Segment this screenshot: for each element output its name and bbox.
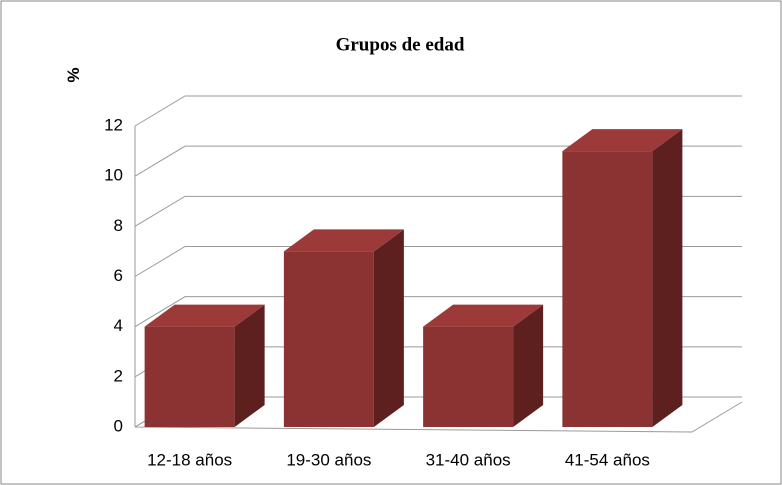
bar-top xyxy=(562,129,683,152)
bar-front xyxy=(283,251,374,427)
x-tick-label: 31-40 años xyxy=(426,450,511,469)
bar-top xyxy=(144,304,265,327)
y-tick-label: 6 xyxy=(114,266,123,285)
bar-side xyxy=(513,304,544,427)
y-tick-label: 2 xyxy=(114,366,123,385)
x-tick-label: 41-54 años xyxy=(565,450,650,469)
x-tick-label: 19-30 años xyxy=(286,450,371,469)
bar-side xyxy=(373,229,404,427)
y-axis-label: % xyxy=(64,67,83,82)
bar xyxy=(283,229,404,427)
grid-line xyxy=(134,95,742,127)
bar-front xyxy=(562,151,653,428)
y-tick-label: 8 xyxy=(114,216,123,235)
grid-line xyxy=(134,246,742,277)
bar xyxy=(562,129,683,428)
y-tick-label: 4 xyxy=(114,316,123,335)
grid-line xyxy=(134,145,742,177)
y-tick-label: 10 xyxy=(104,166,123,185)
bar xyxy=(144,304,265,427)
y-tick-label: 12 xyxy=(104,115,123,134)
x-tick-label: 12-18 años xyxy=(147,450,232,469)
bar-front xyxy=(144,326,235,427)
bar-front xyxy=(423,326,514,427)
chart-title: Grupos de edad xyxy=(336,34,465,55)
grid-line xyxy=(134,296,742,328)
bar-side xyxy=(652,129,683,428)
grid-line xyxy=(134,195,742,227)
y-tick-label: 0 xyxy=(114,416,123,435)
bar xyxy=(423,304,544,427)
bar-top xyxy=(283,229,404,252)
bar-top xyxy=(423,304,544,327)
bar-side xyxy=(234,304,265,427)
